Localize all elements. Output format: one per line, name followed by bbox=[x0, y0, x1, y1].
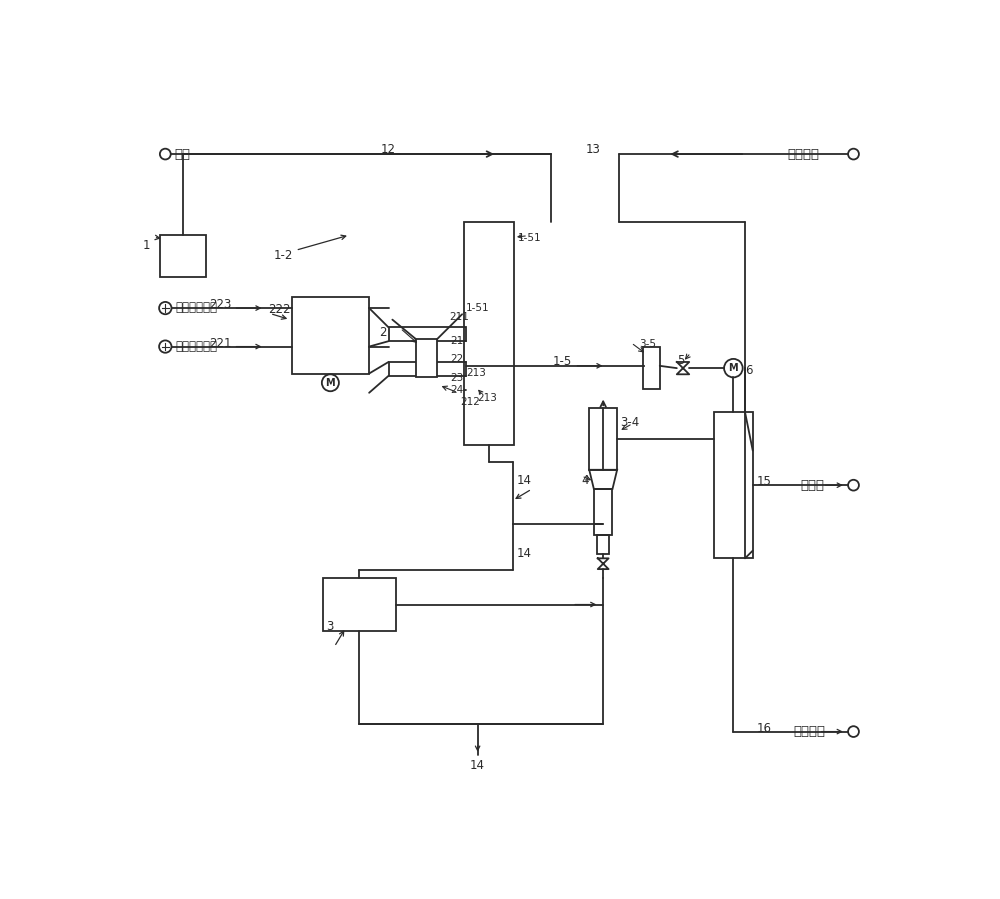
Text: 14: 14 bbox=[516, 547, 531, 560]
Bar bbox=[160, 235, 206, 277]
Text: 12: 12 bbox=[381, 143, 396, 156]
Text: 1-2: 1-2 bbox=[274, 249, 293, 262]
Bar bbox=[589, 408, 617, 470]
Text: 3: 3 bbox=[326, 620, 334, 633]
Bar bbox=[643, 347, 660, 389]
Text: 冷却水: 冷却水 bbox=[801, 479, 825, 492]
Text: 4: 4 bbox=[581, 474, 589, 486]
Bar bbox=[292, 297, 369, 373]
Text: 213: 213 bbox=[466, 368, 486, 378]
Text: 14: 14 bbox=[516, 474, 531, 486]
Text: 21: 21 bbox=[450, 336, 464, 346]
Bar bbox=[388, 362, 466, 376]
Text: 211: 211 bbox=[449, 312, 469, 322]
Text: 13: 13 bbox=[586, 143, 601, 156]
Text: 加热介质入口: 加热介质入口 bbox=[175, 301, 217, 314]
Text: 23: 23 bbox=[450, 373, 464, 383]
Text: 加热介质出口: 加热介质出口 bbox=[175, 340, 217, 352]
Text: 212: 212 bbox=[460, 396, 480, 406]
Text: 24: 24 bbox=[450, 385, 464, 395]
Text: 222: 222 bbox=[268, 303, 291, 316]
Text: 1-5: 1-5 bbox=[553, 355, 572, 368]
Bar bbox=[388, 327, 466, 342]
Bar bbox=[323, 577, 396, 631]
Text: 223: 223 bbox=[209, 298, 231, 311]
Text: 3-4: 3-4 bbox=[620, 416, 639, 429]
Text: 1-51: 1-51 bbox=[518, 234, 542, 244]
Text: 6: 6 bbox=[745, 364, 753, 378]
Text: 1-51: 1-51 bbox=[466, 303, 490, 313]
Text: 氮气: 氮气 bbox=[175, 148, 191, 161]
Bar bbox=[464, 222, 514, 445]
Text: 2: 2 bbox=[379, 325, 387, 339]
Bar bbox=[416, 339, 437, 378]
Bar bbox=[594, 489, 612, 535]
Text: 213: 213 bbox=[478, 393, 498, 403]
Bar bbox=[597, 535, 609, 555]
Text: 15: 15 bbox=[757, 476, 772, 488]
Text: 5: 5 bbox=[677, 354, 684, 368]
Text: M: M bbox=[729, 363, 738, 373]
Text: M: M bbox=[326, 378, 335, 387]
Text: 16: 16 bbox=[757, 722, 772, 734]
Text: 14: 14 bbox=[470, 759, 485, 771]
Text: 3-5: 3-5 bbox=[639, 339, 656, 349]
Text: 1: 1 bbox=[143, 239, 150, 252]
Text: 22: 22 bbox=[450, 354, 464, 364]
Text: 含油污水: 含油污水 bbox=[793, 725, 825, 738]
Bar bbox=[714, 412, 753, 558]
Text: 221: 221 bbox=[209, 336, 231, 350]
Text: 饱和蒸汽: 饱和蒸汽 bbox=[788, 148, 820, 161]
